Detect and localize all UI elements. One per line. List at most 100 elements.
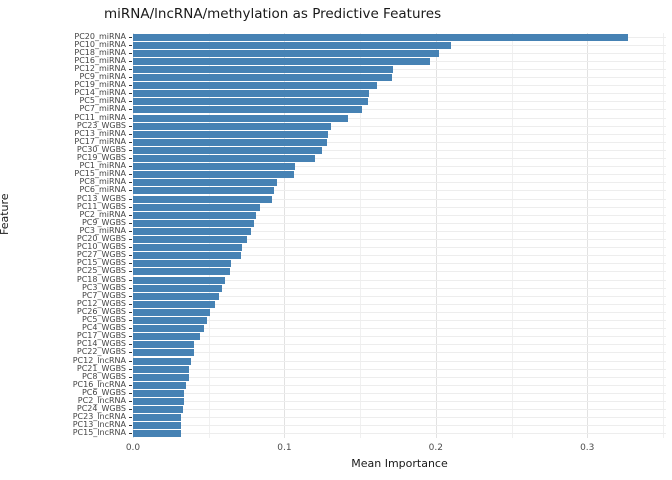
y-tick-label: PC15_lncRNA [72, 428, 126, 438]
bar [133, 90, 370, 98]
bar [133, 349, 194, 357]
y-tick-mark [129, 133, 132, 135]
y-tick-label: PC3_miRNA [79, 225, 126, 235]
y-tick-label: PC25_WGBS [76, 266, 126, 276]
y-tick-label: PC8_WGBS [81, 371, 126, 381]
y-tick-mark [129, 60, 132, 62]
y-tick-mark [129, 392, 132, 394]
bar [133, 268, 230, 276]
y-tick-mark [129, 287, 132, 289]
gridline-row [133, 392, 666, 394]
y-tick-mark [129, 417, 132, 419]
x-tick-label: 0.2 [428, 443, 443, 453]
y-tick-mark [129, 214, 132, 216]
y-tick-mark [129, 36, 132, 38]
y-tick-mark [129, 52, 132, 54]
y-tick-label: PC5_miRNA [79, 96, 126, 106]
y-tick-label: PC18_WGBS [76, 274, 126, 284]
bar [133, 41, 451, 49]
gridline-row [133, 368, 666, 370]
bar [133, 227, 252, 235]
y-tick-mark [129, 141, 132, 143]
y-tick-mark [129, 158, 132, 160]
gridline-row [133, 303, 666, 305]
y-tick-mark [129, 206, 132, 208]
bar [133, 244, 243, 252]
bar [133, 203, 261, 211]
bar [133, 422, 182, 430]
y-tick-label: PC16_miRNA [74, 55, 126, 65]
bar [133, 260, 232, 268]
gridline-row [133, 68, 666, 70]
y-tick-mark [129, 93, 132, 95]
gridline-minor [662, 33, 664, 438]
y-tick-label: PC12_lncRNA [72, 355, 126, 365]
bar [133, 195, 273, 203]
gridline-row [133, 376, 666, 378]
bar [133, 252, 241, 260]
bar [133, 179, 277, 187]
bar [133, 430, 182, 438]
y-tick-mark [129, 352, 132, 354]
bar [133, 300, 215, 308]
y-tick-mark [129, 255, 132, 257]
bar [133, 106, 362, 114]
bar [133, 373, 190, 381]
y-tick-mark [129, 295, 132, 297]
gridline-row [133, 328, 666, 330]
gridline-row [133, 133, 666, 135]
gridline-row [133, 425, 666, 427]
y-tick-label: PC22_WGBS [76, 347, 126, 357]
bar [133, 381, 186, 389]
gridline-row [133, 230, 666, 232]
gridline-row [133, 206, 666, 208]
y-tick-label: PC8_miRNA [79, 177, 126, 187]
gridline-major [284, 33, 286, 438]
y-tick-mark [129, 384, 132, 386]
y-tick-label: PC15_miRNA [74, 169, 126, 179]
y-tick-label: PC9_miRNA [79, 72, 126, 82]
y-tick-label: PC11_WGBS [76, 201, 126, 211]
y-tick-label: PC17_miRNA [74, 136, 126, 146]
y-tick-mark [129, 182, 132, 184]
gridline-row [133, 239, 666, 241]
gridline-row [133, 311, 666, 313]
bar [133, 333, 200, 341]
y-tick-label: PC2_lncRNA [77, 396, 126, 406]
y-tick-mark [129, 360, 132, 362]
y-tick-label: PC6_WGBS [81, 387, 126, 397]
y-tick-mark [129, 101, 132, 103]
gridline-row [133, 417, 666, 419]
gridline-major [133, 33, 134, 438]
gridline-row [133, 401, 666, 403]
gridline-row [133, 320, 666, 322]
x-tick-label: 0.3 [580, 443, 595, 453]
y-tick-label: PC6_miRNA [79, 185, 126, 195]
y-tick-label: PC13_WGBS [76, 193, 126, 203]
gridline-row [133, 271, 666, 273]
bar [133, 33, 629, 41]
gridline-row [133, 149, 666, 151]
y-tick-mark [129, 174, 132, 176]
y-tick-label: PC24_WGBS [76, 404, 126, 414]
bar [133, 406, 183, 414]
y-tick-label: PC26_WGBS [76, 306, 126, 316]
y-tick-label: PC9_WGBS [81, 217, 126, 227]
gridline-row [133, 93, 666, 95]
y-tick-label: PC23_WGBS [76, 120, 126, 130]
y-tick-mark [129, 368, 132, 370]
bar [133, 211, 256, 219]
bar [133, 292, 220, 300]
bar [133, 276, 226, 284]
y-tick-mark [129, 409, 132, 411]
bar [133, 155, 315, 163]
x-axis-title: Mean Importance [351, 457, 448, 470]
bar [133, 341, 194, 349]
y-tick-mark [129, 376, 132, 378]
y-tick-mark [129, 230, 132, 232]
bar [133, 398, 185, 406]
gridline-minor [360, 33, 362, 438]
x-tick-label: 0.1 [277, 443, 292, 453]
gridline-row [133, 77, 666, 79]
bar [133, 414, 182, 422]
